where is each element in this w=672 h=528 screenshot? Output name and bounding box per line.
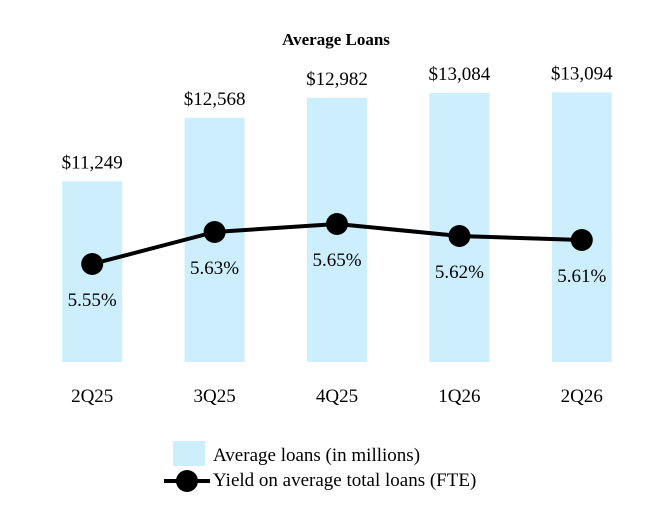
yield-point-1Q26	[448, 225, 471, 247]
category-label-3Q25: 3Q25	[193, 386, 235, 407]
chart-title: Average Loans	[282, 30, 390, 49]
legend-line-marker	[176, 470, 198, 492]
bar-2Q26	[551, 92, 612, 363]
category-labels: 2Q25 3Q25 4Q25 1Q26 2Q26	[71, 386, 603, 407]
yield-line-series	[81, 213, 593, 275]
category-label-2Q26: 2Q26	[561, 386, 603, 407]
bar-label-1Q26: $13,084	[429, 64, 491, 85]
legend: Average loans (in millions) Yield on ave…	[164, 441, 476, 492]
yield-point-2Q25	[81, 253, 104, 275]
yield-value-labels: 5.55% 5.63% 5.65% 5.62% 5.61%	[68, 250, 607, 311]
category-label-1Q26: 1Q26	[438, 386, 480, 407]
legend-bar-swatch	[173, 441, 205, 466]
category-label-4Q25: 4Q25	[316, 386, 358, 407]
category-label-2Q25: 2Q25	[71, 386, 113, 407]
legend-line-label: Yield on average total loans (FTE)	[213, 470, 476, 491]
bar-label-4Q25: $12,982	[306, 69, 368, 90]
yield-point-3Q25	[203, 221, 226, 243]
yield-label-3Q25: 5.63%	[190, 258, 239, 279]
bar-label-2Q26: $13,094	[551, 63, 613, 84]
yield-point-4Q25	[326, 213, 348, 235]
legend-bar-label: Average loans (in millions)	[213, 445, 420, 466]
yield-label-2Q26: 5.61%	[557, 266, 606, 287]
yield-label-1Q26: 5.62%	[435, 262, 484, 283]
yield-label-4Q25: 5.65%	[312, 250, 361, 271]
bar-value-labels: $11,249 $12,568 $12,982 $13,084 $13,094	[62, 63, 613, 173]
yield-label-2Q25: 5.55%	[68, 290, 117, 311]
bar-label-3Q25: $12,568	[184, 89, 246, 110]
yield-point-2Q26	[570, 229, 593, 251]
bar-label-2Q25: $11,249	[62, 152, 123, 173]
